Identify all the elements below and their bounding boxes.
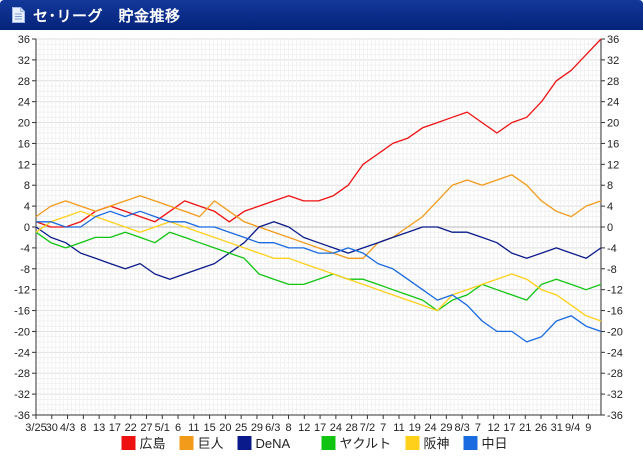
x-tick-label: 8 <box>80 422 86 434</box>
x-tick-label: 29 <box>251 422 263 434</box>
x-tick-label: 15 <box>203 422 215 434</box>
y-tick-label-right: 16 <box>607 138 619 150</box>
chart-area: 36 36 32 32 28 28 24 24 20 20 16 16 12 12 8 8 4 4 0 0 -4 -4 -8… <box>0 30 643 467</box>
x-tick-label: 29 <box>440 422 452 434</box>
y-tick-label-right: 8 <box>607 180 613 192</box>
legend-swatch-3 <box>321 436 336 450</box>
x-tick-label: 7 <box>380 422 386 434</box>
x-tick-label: 8 <box>285 422 291 434</box>
page-title: セ･リーグ 貯金推移 <box>33 8 181 25</box>
chart-header: セ･リーグ 貯金推移 <box>0 0 643 30</box>
y-tick-label-right: -20 <box>607 326 623 338</box>
y-tick-label-right: -36 <box>607 410 623 422</box>
legend-label-1: 巨人 <box>198 436 224 451</box>
y-tick-label-left: 24 <box>18 97 30 109</box>
x-tick-label: 28 <box>346 422 358 434</box>
x-tick-label: 20 <box>219 422 231 434</box>
x-tick-label: 26 <box>535 422 547 434</box>
y-tick-label-right: 32 <box>607 55 619 67</box>
y-tick-label-right: 28 <box>607 76 619 88</box>
x-tick-label: 5/1 <box>155 422 170 434</box>
x-tick-label: 9 <box>585 422 591 434</box>
y-tick-label-right: -24 <box>607 347 623 359</box>
series-line-4 <box>35 210 602 322</box>
legend-label-2: DeNA <box>256 436 291 451</box>
y-tick-label-right: -16 <box>607 306 623 318</box>
legend-label-0: 広島 <box>140 436 166 451</box>
y-tick-label-left: 16 <box>18 138 30 150</box>
y-tick-label-left: 32 <box>18 55 30 67</box>
y-tick-label-left: 20 <box>18 118 30 130</box>
y-tick-label-right: 20 <box>607 118 619 130</box>
y-tick-label-left: -20 <box>14 326 30 338</box>
y-tick-label-left: -8 <box>20 264 30 276</box>
savings-line-chart: 36 36 32 32 28 28 24 24 20 20 16 16 12 12 8 8 4 4 0 0 -4 -4 -8… <box>14 34 623 451</box>
series-line-5 <box>36 210 602 343</box>
x-tick-label: 9/4 <box>565 422 580 434</box>
y-tick-label-left: -36 <box>14 410 30 422</box>
y-tick-label-left: 0 <box>24 222 30 234</box>
y-tick-label-right: 36 <box>607 34 619 46</box>
legend-swatch-4 <box>405 436 420 450</box>
x-tick-label: 3/25 <box>25 422 46 434</box>
y-tick-label-left: -16 <box>14 306 30 318</box>
y-tick-label-right: 12 <box>607 159 619 171</box>
x-tick-label: 25 <box>235 422 247 434</box>
x-tick-label: 13 <box>93 422 105 434</box>
x-tick-label: 22 <box>125 422 137 434</box>
x-tick-label: 8/3 <box>454 422 469 434</box>
y-tick-label-left: -28 <box>14 368 30 380</box>
y-tick-label-right: 4 <box>607 201 613 213</box>
x-tick-label: 12 <box>488 422 500 434</box>
x-tick-label: 7/2 <box>360 422 375 434</box>
x-tick-label: 6 <box>175 422 181 434</box>
x-tick-label: 12 <box>298 422 310 434</box>
x-tick-label: 17 <box>109 422 121 434</box>
y-tick-label-right: -12 <box>607 285 623 297</box>
legend-swatch-1 <box>179 436 194 450</box>
legend-swatch-5 <box>463 436 478 450</box>
x-tick-label: 11 <box>393 422 404 434</box>
x-tick-label: 24 <box>424 422 436 434</box>
y-tick-label-right: -32 <box>607 389 623 401</box>
y-tick-label-left: -4 <box>20 243 30 255</box>
legend-label-5: 中日 <box>482 436 508 451</box>
x-tick-label: 30 <box>46 422 58 434</box>
y-tick-label-right: -8 <box>607 264 617 276</box>
x-tick-label: 19 <box>409 422 421 434</box>
x-tick-label: 11 <box>188 422 199 434</box>
legend-label-4: 阪神 <box>424 436 450 451</box>
series-line-2 <box>35 221 602 280</box>
y-tick-label-right: 24 <box>607 97 619 109</box>
series-line-0 <box>35 38 602 228</box>
x-tick-label: 21 <box>519 422 531 434</box>
y-tick-label-left: 12 <box>18 159 30 171</box>
document-icon <box>12 7 25 23</box>
legend-label-3: ヤクルト <box>340 436 392 451</box>
y-tick-label-left: -12 <box>14 285 30 297</box>
y-tick-label-left: 4 <box>24 201 30 213</box>
x-tick-label: 17 <box>503 422 515 434</box>
y-tick-label-right: -4 <box>607 243 617 255</box>
y-tick-label-left: -32 <box>14 389 30 401</box>
legend-swatch-0 <box>121 436 136 450</box>
series-line-1 <box>35 174 602 259</box>
legend-swatch-2 <box>237 436 252 450</box>
y-tick-label-left: 36 <box>18 34 30 46</box>
x-tick-label: 7 <box>475 422 481 434</box>
x-tick-label: 31 <box>551 422 563 434</box>
y-tick-label-right: 0 <box>607 222 613 234</box>
x-tick-label: 6/3 <box>265 422 280 434</box>
series-line-3 <box>35 231 602 312</box>
x-tick-label: 27 <box>140 422 152 434</box>
y-tick-label-left: 8 <box>24 180 30 192</box>
y-tick-label-left: -24 <box>14 347 30 359</box>
x-tick-label: 17 <box>314 422 326 434</box>
y-tick-label-right: -28 <box>607 368 623 380</box>
y-tick-label-left: 28 <box>18 76 30 88</box>
x-tick-label: 4/3 <box>60 422 75 434</box>
x-tick-label: 24 <box>330 422 342 434</box>
